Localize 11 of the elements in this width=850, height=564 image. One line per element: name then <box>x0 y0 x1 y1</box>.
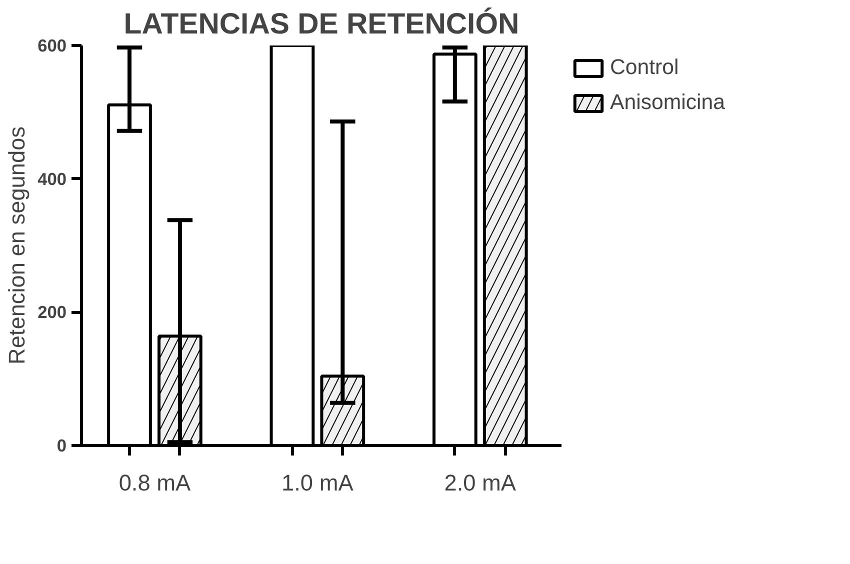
y-tick-label: 0 <box>56 436 67 456</box>
legend-label: Anisomicina <box>610 90 725 115</box>
legend-label: Control <box>610 55 679 80</box>
x-tick-label: 0.8 mA <box>118 470 192 496</box>
y-axis-title: Retencion en segundos <box>4 126 30 365</box>
x-tick-label: 2.0 mA <box>444 470 517 496</box>
chart-title: LATENCIAS DE RETENCIÓN <box>124 8 520 40</box>
x-tick-label: 1.0 mA <box>282 470 354 496</box>
y-tick-label: 600 <box>38 36 67 56</box>
y-tick-label: 400 <box>38 168 67 189</box>
y-tick-label: 200 <box>38 302 67 322</box>
